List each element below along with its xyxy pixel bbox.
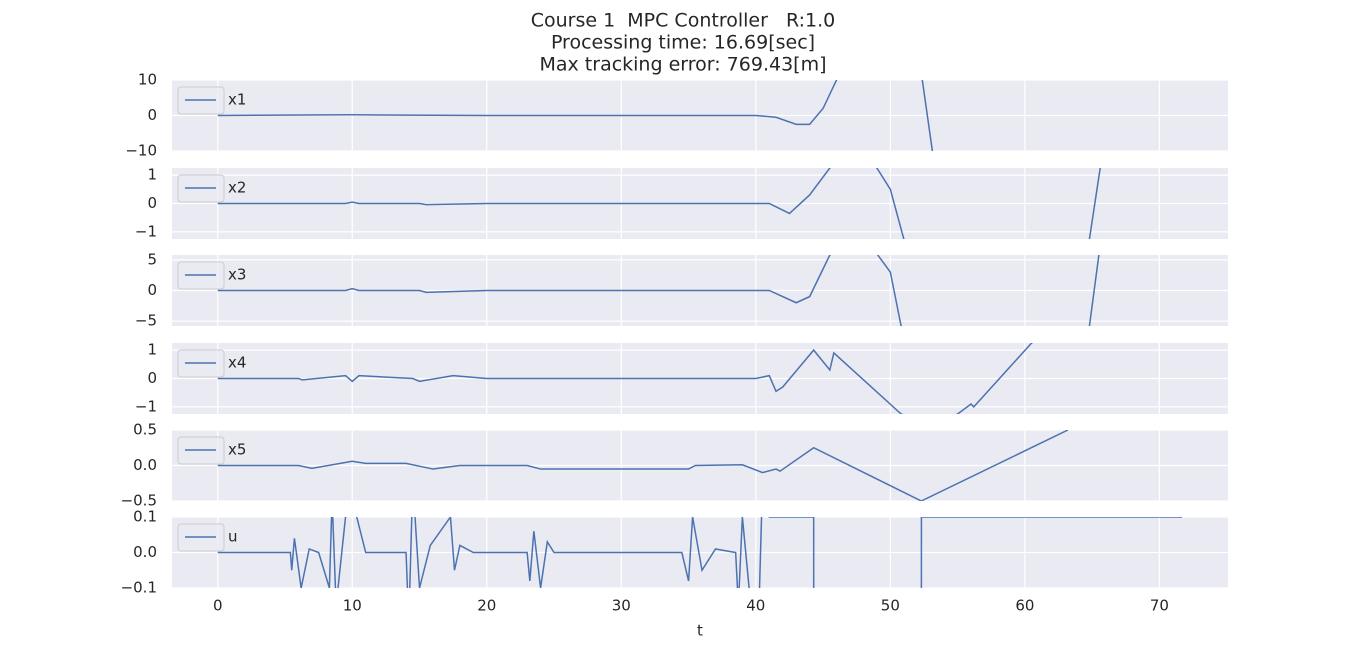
y-tick-label: −10 xyxy=(125,142,157,160)
y-tick-label: 0 xyxy=(147,106,157,124)
x-tick-label: 40 xyxy=(746,597,765,615)
x-tick-label: 30 xyxy=(612,597,631,615)
legend-label: x1 xyxy=(228,91,246,109)
y-tick-label: 0.1 xyxy=(133,508,157,526)
y-tick-label: −1 xyxy=(135,397,157,415)
legend-label: x5 xyxy=(228,441,246,459)
data-line xyxy=(217,430,1069,501)
y-tick-label: 0 xyxy=(147,369,157,387)
x-tick-label: 20 xyxy=(477,597,496,615)
data-line xyxy=(217,168,1101,239)
legend-label: u xyxy=(228,528,238,546)
data-line xyxy=(217,255,1100,326)
x-tick-label: 10 xyxy=(343,597,362,615)
x-tick-label: 0 xyxy=(213,597,223,615)
legend-label: x4 xyxy=(228,354,246,372)
legend-label: x3 xyxy=(228,266,246,284)
x-axis-label: t xyxy=(697,622,703,640)
title-line: Course 1 MPC Controller R:1.0 xyxy=(531,10,836,32)
y-tick-label: −5 xyxy=(135,312,157,330)
y-tick-label: −0.1 xyxy=(121,579,157,597)
y-tick-label: −0.5 xyxy=(121,492,157,510)
data-line xyxy=(217,80,934,151)
y-tick-label: 10 xyxy=(138,71,157,89)
y-tick-label: 1 xyxy=(147,166,157,184)
y-tick-label: 0 xyxy=(147,281,157,299)
y-tick-label: 0 xyxy=(147,194,157,212)
data-line xyxy=(217,517,1183,588)
y-tick-label: 1 xyxy=(147,341,157,359)
title-line: Processing time: 16.69[sec] xyxy=(551,32,815,54)
title-line: Max tracking error: 769.43[m] xyxy=(539,54,826,76)
legend-label: x2 xyxy=(228,179,246,197)
x-tick-label: 60 xyxy=(1015,597,1034,615)
y-tick-label: −1 xyxy=(135,222,157,240)
y-tick-label: 0.5 xyxy=(133,421,157,439)
y-tick-label: 0.0 xyxy=(133,456,157,474)
y-tick-label: 0.0 xyxy=(133,543,157,561)
data-line xyxy=(217,343,1034,414)
x-tick-label: 50 xyxy=(881,597,900,615)
y-tick-label: 5 xyxy=(147,250,157,268)
x-tick-label: 70 xyxy=(1150,597,1169,615)
